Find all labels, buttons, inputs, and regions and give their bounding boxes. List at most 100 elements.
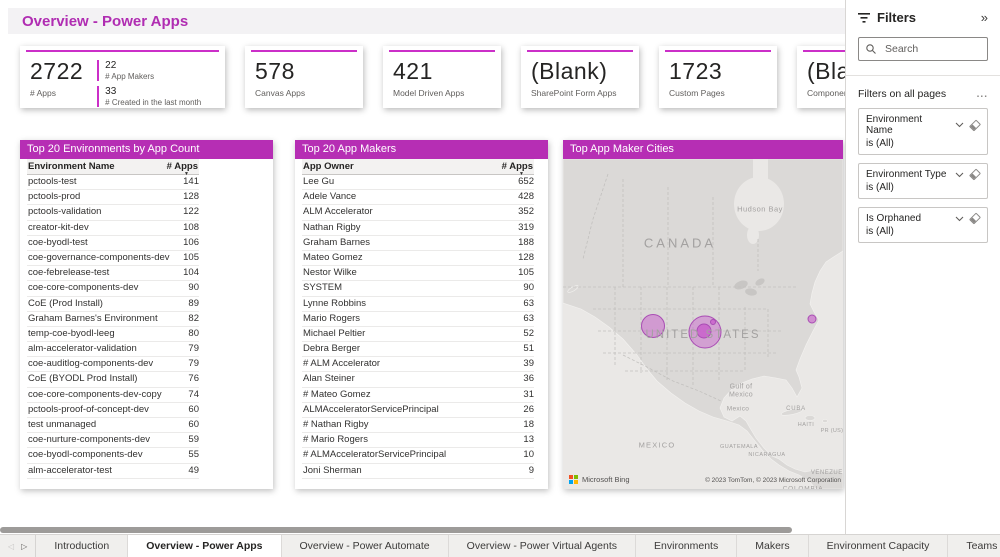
table-row[interactable]: pctools-validation 122 bbox=[27, 205, 199, 221]
report-tab-environment-capacity[interactable]: Environment Capacity bbox=[809, 535, 949, 557]
table-row[interactable]: # Nathan Rigby 18 bbox=[302, 418, 534, 434]
map-bubble[interactable] bbox=[807, 314, 817, 324]
environment-name-cell: pctools-test bbox=[28, 176, 77, 187]
app-count-cell: 26 bbox=[523, 403, 534, 415]
filter-search-box[interactable] bbox=[858, 37, 988, 61]
app-count-cell: 52 bbox=[523, 327, 534, 339]
map-canvas[interactable]: Hudson Bay CANADA UNITED STATES Gulf of Mexi… bbox=[563, 159, 843, 489]
report-tab-environments[interactable]: Environments bbox=[636, 535, 738, 557]
table-row[interactable]: creator-kit-dev 108 bbox=[27, 221, 199, 236]
column-header-apps[interactable]: # Apps ▼ bbox=[167, 161, 198, 177]
more-options-icon[interactable]: ... bbox=[976, 88, 988, 100]
collapse-pane-icon[interactable]: » bbox=[980, 10, 988, 25]
table-row[interactable]: Adele Vance 428 bbox=[302, 190, 534, 206]
app-count-cell: 80 bbox=[188, 327, 199, 339]
environment-name-cell: coe-governance-components-dev bbox=[28, 251, 170, 263]
table-row[interactable]: Nathan Rigby 319 bbox=[302, 221, 534, 236]
map-bubble[interactable] bbox=[696, 323, 712, 339]
column-header-environment-name[interactable]: Environment Name bbox=[28, 161, 115, 172]
table-row[interactable]: Alan Steiner 36 bbox=[302, 372, 534, 388]
table-row[interactable]: coe-governance-components-dev 105 bbox=[27, 251, 199, 267]
table-row[interactable]: alm-accelerator-test 49 bbox=[27, 464, 199, 479]
filter-card[interactable]: Environment Type is (All) bbox=[858, 163, 988, 199]
table-row[interactable]: # ALMAcceleratorServicePrincipal 10 bbox=[302, 448, 534, 464]
table-row[interactable]: temp-coe-byodl-leeg 80 bbox=[27, 327, 199, 343]
filter-card[interactable]: Environment Name is (All) bbox=[858, 108, 988, 155]
eraser-icon[interactable] bbox=[968, 168, 982, 181]
table-row[interactable]: Mario Rogers 63 bbox=[302, 312, 534, 327]
table-row[interactable]: Graham Barnes 188 bbox=[302, 236, 534, 251]
puerto-rico-island bbox=[822, 419, 828, 423]
report-tab-teams-environments[interactable]: Teams Environments bbox=[948, 535, 1000, 557]
table-row[interactable]: pctools-test 141 bbox=[27, 175, 199, 191]
chevron-down-icon[interactable] bbox=[955, 216, 964, 222]
report-tab-overview-power-apps[interactable]: Overview - Power Apps bbox=[128, 535, 282, 557]
scrollbar-thumb[interactable] bbox=[0, 527, 792, 533]
map-bubble[interactable] bbox=[641, 314, 665, 338]
eraser-icon[interactable] bbox=[968, 118, 982, 132]
visual-top-app-maker-cities[interactable]: Top App Maker Cities bbox=[563, 140, 843, 489]
table-row[interactable]: Debra Berger 51 bbox=[302, 342, 534, 358]
table-row[interactable]: pctools-prod 128 bbox=[27, 190, 199, 206]
column-header-apps[interactable]: # Apps ▼ bbox=[502, 161, 533, 177]
table-row[interactable]: CoE (Prod Install) 89 bbox=[27, 297, 199, 312]
map-provider: Microsoft Bing bbox=[582, 475, 630, 484]
table-row[interactable]: coe-core-components-dev 90 bbox=[27, 281, 199, 297]
kpi-sub-label: # Created in the last month bbox=[105, 98, 202, 107]
table-row[interactable]: coe-core-components-dev-copy 74 bbox=[27, 388, 199, 403]
kpi-card[interactable]: (Blank) SharePoint Form Apps bbox=[521, 46, 639, 108]
eraser-icon[interactable] bbox=[968, 212, 982, 225]
app-owner-cell: Lynne Robbins bbox=[303, 297, 367, 309]
table-row[interactable]: Joni Sherman 9 bbox=[302, 464, 534, 479]
kpi-card[interactable]: (Blank) Component Libraries bbox=[797, 46, 845, 108]
table-row[interactable]: pctools-proof-of-concept-dev 60 bbox=[27, 403, 199, 418]
table-row[interactable]: Lee Gu 652 bbox=[302, 175, 534, 191]
table-row[interactable]: ALMAcceleratorServicePrincipal 26 bbox=[302, 403, 534, 418]
filter-card[interactable]: Is Orphaned is (All) bbox=[858, 207, 988, 243]
kpi-value: 421 bbox=[393, 58, 433, 84]
table-row[interactable]: Nestor Wilke 105 bbox=[302, 266, 534, 282]
app-owner-cell: Alan Steiner bbox=[303, 373, 355, 385]
table-row[interactable]: ALM Accelerator 352 bbox=[302, 205, 534, 221]
environment-name-cell: coe-byodl-components-dev bbox=[28, 449, 143, 461]
kpi-card-apps[interactable]: 2722 # Apps 22 # App Makers 33 bbox=[20, 46, 225, 108]
kpi-card[interactable]: 1723 Custom Pages bbox=[659, 46, 777, 108]
app-owner-cell: # ALMAcceleratorServicePrincipal bbox=[303, 449, 447, 461]
table-row[interactable]: CoE (BYODL Prod Install) 76 bbox=[27, 372, 199, 388]
report-tab-overview-power-virtual-agents[interactable]: Overview - Power Virtual Agents bbox=[449, 535, 637, 557]
visual-top-environments[interactable]: Top 20 Environments by App Count Environ… bbox=[20, 140, 273, 489]
map-bubble[interactable] bbox=[710, 319, 716, 325]
table-row[interactable]: SYSTEM 90 bbox=[302, 281, 534, 297]
table-row[interactable]: coe-auditlog-components-dev 79 bbox=[27, 357, 199, 373]
report-tab-makers[interactable]: Makers bbox=[737, 535, 809, 557]
visual-top-app-makers[interactable]: Top 20 App Makers App Owner # Apps ▼ Lee… bbox=[295, 140, 548, 489]
table-row[interactable]: Mateo Gomez 128 bbox=[302, 251, 534, 267]
tabs-prev-icon[interactable]: ◁ bbox=[8, 541, 15, 551]
chevron-down-icon[interactable] bbox=[955, 122, 964, 128]
report-tab-introduction[interactable]: Introduction bbox=[36, 535, 129, 557]
table-row[interactable]: Graham Barnes's Environment 82 bbox=[27, 312, 199, 327]
column-header-app-owner[interactable]: App Owner bbox=[303, 161, 354, 172]
table-row[interactable]: alm-accelerator-validation 79 bbox=[27, 342, 199, 358]
report-tab-overview-power-automate[interactable]: Overview - Power Automate bbox=[282, 535, 449, 557]
search-input[interactable] bbox=[883, 42, 980, 56]
table-row[interactable]: # ALM Accelerator 39 bbox=[302, 357, 534, 373]
table-row[interactable]: coe-nurture-components-dev 59 bbox=[27, 433, 199, 449]
bing-logo[interactable]: Microsoft Bing bbox=[569, 475, 630, 484]
table-row[interactable]: # Mateo Gomez 31 bbox=[302, 388, 534, 403]
map-bubbles-layer bbox=[641, 314, 817, 349]
app-count-cell: 141 bbox=[183, 176, 199, 187]
table-row[interactable]: Lynne Robbins 63 bbox=[302, 297, 534, 312]
table-row[interactable]: coe-byodl-test 106 bbox=[27, 236, 199, 251]
tabs-next-icon[interactable]: ▷ bbox=[21, 541, 28, 551]
sort-desc-icon: ▼ bbox=[184, 171, 189, 177]
table-row[interactable]: coe-byodl-components-dev 55 bbox=[27, 448, 199, 464]
chevron-down-icon[interactable] bbox=[955, 172, 964, 178]
horizontal-scrollbar[interactable] bbox=[0, 526, 845, 534]
table-row[interactable]: test unmanaged 60 bbox=[27, 418, 199, 434]
kpi-card[interactable]: 578 Canvas Apps bbox=[245, 46, 363, 108]
table-row[interactable]: Michael Peltier 52 bbox=[302, 327, 534, 343]
table-row[interactable]: # Mario Rogers 13 bbox=[302, 433, 534, 449]
table-row[interactable]: coe-febrelease-test 104 bbox=[27, 266, 199, 282]
kpi-card[interactable]: 421 Model Driven Apps bbox=[383, 46, 501, 108]
